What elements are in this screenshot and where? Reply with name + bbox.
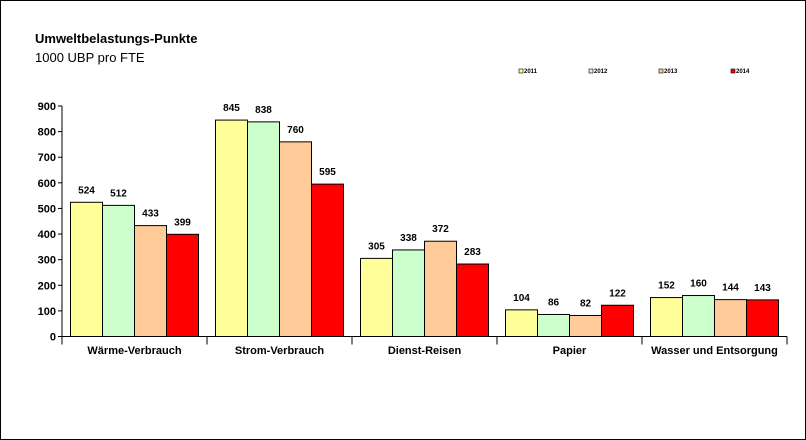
data-label: 122: [609, 288, 626, 299]
y-tick-label: 400: [38, 229, 56, 241]
bar: [70, 201, 103, 337]
bar: [601, 304, 634, 338]
bar: [247, 121, 280, 337]
y-tick-label: 0: [50, 332, 56, 344]
x-category-label: Strom-Verbrauch: [235, 345, 325, 357]
legend-label: 2011: [524, 69, 538, 75]
data-label: 305: [368, 241, 385, 252]
data-label: 283: [464, 247, 481, 258]
chart-subtitle: 1000 UBP pro FTE: [35, 50, 145, 65]
legend-swatch: [588, 68, 594, 74]
data-label: 595: [319, 167, 336, 178]
y-axis: 0 100 200 300 400 500 600 700 800 900: [38, 101, 63, 344]
data-label: 399: [174, 217, 191, 228]
bar: [537, 313, 570, 338]
bar: [682, 295, 715, 337]
data-label: 160: [690, 279, 707, 290]
bar: [166, 233, 199, 337]
bars: [70, 119, 779, 338]
y-tick-label: 500: [38, 203, 56, 215]
legend-swatch: [518, 68, 524, 74]
data-label: 845: [223, 103, 240, 114]
legend-swatch: [658, 68, 664, 74]
bar: [456, 263, 489, 338]
data-label: 86: [548, 297, 560, 308]
bar: [505, 309, 538, 337]
data-label: 152: [658, 281, 675, 292]
legend-swatch: [730, 68, 736, 74]
data-labels: 524 512 433 399 845 838 760 595 305 338 372 283 104 8…: [78, 103, 771, 309]
legend-label: 2014: [736, 69, 750, 75]
bar: [714, 299, 747, 337]
legend-label: 2012: [594, 69, 608, 75]
data-label: 338: [400, 233, 417, 244]
bar: [102, 204, 135, 337]
data-label: 104: [513, 293, 530, 304]
x-category-label: Wärme-Verbrauch: [87, 345, 181, 357]
bar: [746, 299, 779, 337]
data-label: 524: [78, 185, 95, 196]
data-label: 433: [142, 209, 159, 220]
chart-title: Umweltbelastungs-Punkte: [35, 31, 198, 46]
bar: [311, 183, 344, 337]
x-axis: Wärme-Verbrauch Strom-Verbrauch Dienst-Rei…: [61, 336, 788, 357]
y-tick-label: 600: [38, 178, 56, 190]
data-label: 512: [110, 188, 127, 199]
y-tick-label: 800: [38, 127, 56, 139]
bar: [279, 141, 312, 337]
legend: 2011 2012 2013 2014: [518, 68, 750, 75]
bar: [215, 119, 248, 338]
data-label: 143: [754, 283, 771, 294]
data-label: 760: [287, 125, 304, 136]
bar: [134, 225, 167, 337]
x-category-label: Wasser und Entsorgung: [651, 345, 778, 357]
bar: [392, 249, 425, 337]
data-label: 144: [722, 283, 739, 294]
y-tick-label: 100: [38, 306, 56, 318]
y-tick-label: 700: [38, 152, 56, 164]
data-label: 82: [580, 298, 592, 309]
x-category-label: Papier: [553, 345, 587, 357]
bar: [650, 297, 683, 337]
data-label: 838: [255, 105, 272, 116]
data-label: 372: [432, 224, 449, 235]
y-tick-label: 200: [38, 280, 56, 292]
y-tick-label: 900: [38, 101, 56, 113]
bar: [569, 314, 602, 338]
x-category-label: Dienst-Reisen: [388, 345, 462, 357]
legend-label: 2013: [664, 69, 678, 75]
bar: [424, 240, 457, 337]
y-tick-label: 300: [38, 255, 56, 267]
bar: [360, 257, 393, 337]
